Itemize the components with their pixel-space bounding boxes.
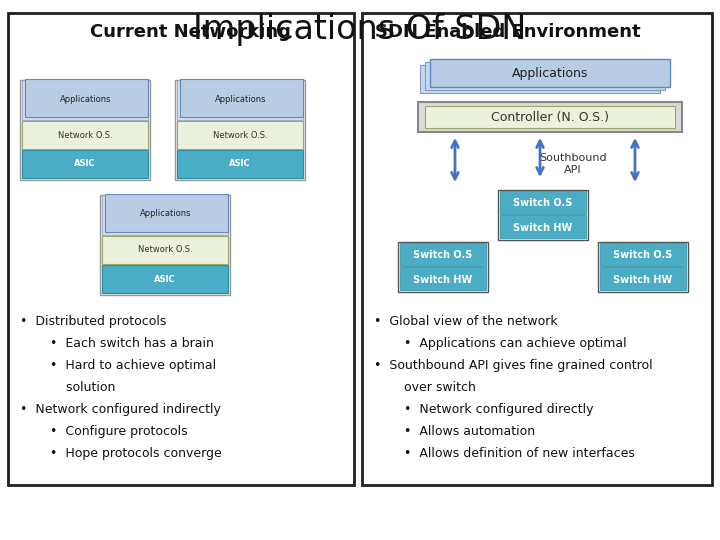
Text: Applications: Applications (512, 66, 588, 79)
Bar (20, 80, 150, 180)
Text: Switch HW: Switch HW (613, 275, 672, 285)
Bar (430, 59, 670, 87)
Bar (177, 150, 303, 178)
Bar (102, 236, 228, 264)
Bar (102, 195, 228, 235)
Text: SDN Enabled Environment: SDN Enabled Environment (375, 23, 641, 41)
Bar (400, 243, 486, 266)
Text: Switch O.S: Switch O.S (613, 250, 672, 260)
Text: Switch O.S: Switch O.S (413, 250, 472, 260)
Text: •  Global view of the network: • Global view of the network (374, 315, 557, 328)
Text: ASIC: ASIC (154, 274, 176, 284)
Text: •  Each switch has a brain: • Each switch has a brain (30, 337, 214, 350)
Bar (498, 190, 588, 240)
Text: ASIC: ASIC (74, 159, 96, 168)
Text: over switch: over switch (384, 381, 476, 394)
Bar (500, 191, 586, 214)
Text: •  Southbound API gives fine grained control: • Southbound API gives fine grained cont… (374, 359, 652, 372)
Bar (177, 121, 303, 149)
Text: Network O.S.: Network O.S. (58, 131, 112, 139)
Text: Network O.S.: Network O.S. (138, 246, 192, 254)
Text: Controller (N. O.S.): Controller (N. O.S.) (491, 111, 609, 125)
Bar (362, 13, 712, 485)
Bar (425, 106, 675, 128)
Text: Network O.S.: Network O.S. (212, 131, 267, 139)
Bar (400, 267, 486, 290)
Text: Current Networking: Current Networking (90, 23, 291, 41)
Bar (180, 79, 303, 117)
Bar (100, 195, 230, 295)
Text: ASIC: ASIC (229, 159, 251, 168)
Text: •  Hope protocols converge: • Hope protocols converge (30, 447, 222, 460)
Text: Switch O.S: Switch O.S (513, 198, 572, 208)
Text: •  Allows definition of new interfaces: • Allows definition of new interfaces (384, 447, 635, 460)
Bar (600, 267, 686, 290)
Bar (398, 242, 488, 292)
Bar (105, 194, 228, 232)
Bar (175, 80, 305, 180)
Text: Applications: Applications (60, 94, 112, 104)
Bar (425, 62, 665, 90)
Bar (420, 65, 660, 93)
Text: •  Network configured indirectly: • Network configured indirectly (20, 403, 221, 416)
Bar (102, 265, 228, 293)
Text: Applications: Applications (140, 210, 192, 219)
Text: •  Distributed protocols: • Distributed protocols (20, 315, 166, 328)
Text: solution: solution (30, 381, 115, 394)
Text: Applications: Applications (215, 94, 266, 104)
Bar (22, 150, 148, 178)
Text: •  Configure protocols: • Configure protocols (30, 425, 188, 438)
Text: •  Applications can achieve optimal: • Applications can achieve optimal (384, 337, 626, 350)
Bar (22, 80, 148, 120)
Bar (600, 243, 686, 266)
Bar (8, 13, 354, 485)
Bar (25, 79, 148, 117)
Text: Implications Of SDN: Implications Of SDN (193, 14, 527, 46)
Bar (177, 80, 303, 120)
Text: Southbound
API: Southbound API (539, 153, 607, 175)
Text: Switch HW: Switch HW (413, 275, 472, 285)
Text: Switch HW: Switch HW (513, 223, 572, 233)
Text: •  Hard to achieve optimal: • Hard to achieve optimal (30, 359, 216, 372)
Bar (500, 215, 586, 238)
Text: •  Allows automation: • Allows automation (384, 425, 535, 438)
Text: •  Network configured directly: • Network configured directly (384, 403, 593, 416)
Bar (418, 102, 682, 132)
Bar (598, 242, 688, 292)
Bar (22, 121, 148, 149)
